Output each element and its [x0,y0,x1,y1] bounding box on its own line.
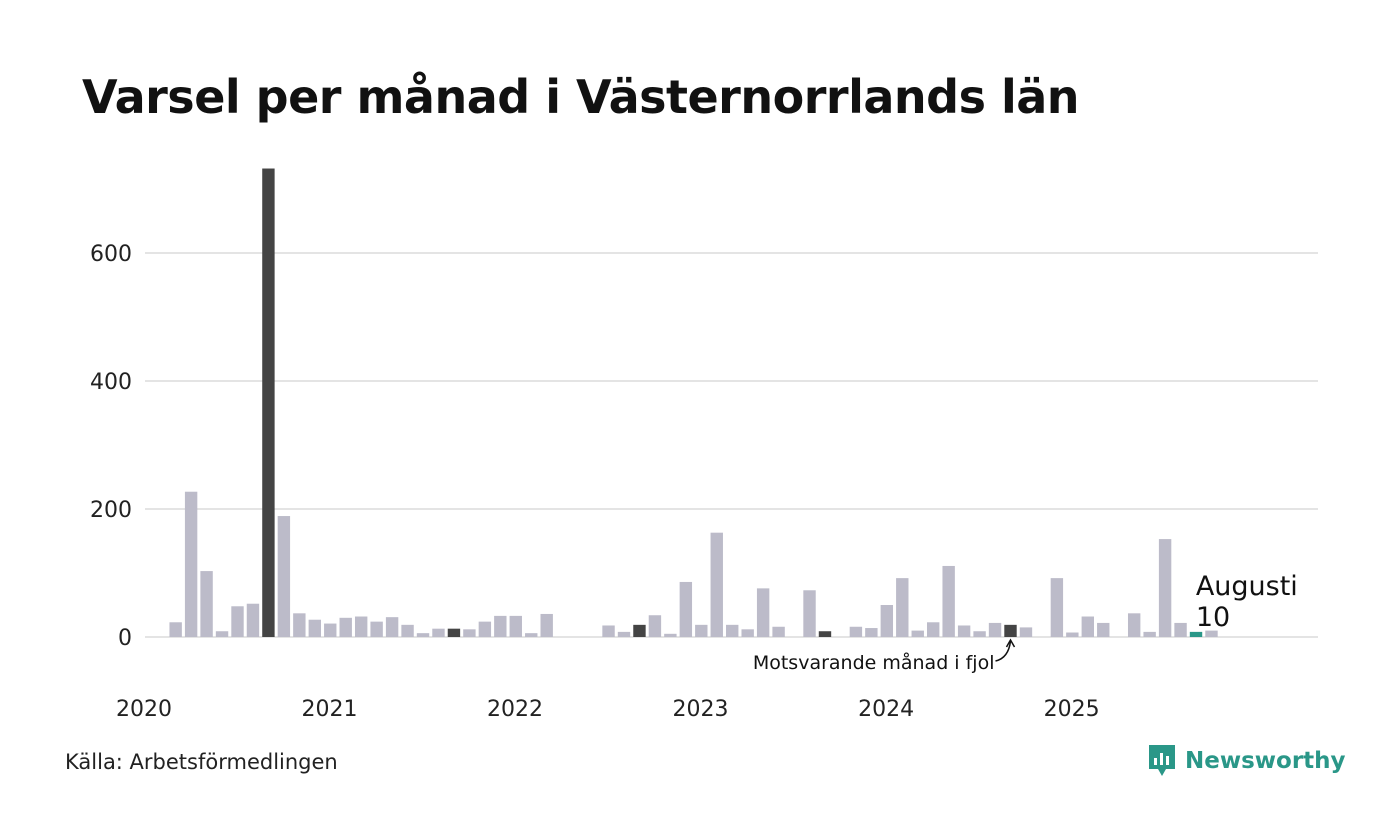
newsworthy-logo-icon [1149,745,1175,776]
bar [169,622,182,637]
bar [354,616,368,637]
bar [277,516,291,637]
bar [184,491,198,637]
y-tick-label: 600 [90,242,132,267]
x-tick-label: 2021 [302,697,358,722]
bar [633,624,646,637]
bar [726,624,739,637]
bar [540,613,553,637]
bar [1019,627,1033,637]
bar [293,613,306,637]
bar [1189,631,1203,637]
bar [308,619,321,637]
bar [602,625,615,637]
bar [896,578,909,637]
bar [865,628,878,637]
bar [200,571,213,637]
y-tick-label: 200 [90,498,132,523]
bar [772,626,785,637]
current-month-label: Augusti [1196,571,1298,602]
x-tick-label: 2020 [116,697,172,722]
previous-year-label: Motsvarande månad i fjol [753,651,995,674]
bar [370,621,383,637]
bar [911,630,924,637]
y-tick-label: 0 [118,626,132,651]
bar [648,615,662,637]
bar [494,615,507,637]
bar [339,617,352,637]
bar [1004,624,1017,637]
x-tick-label: 2024 [858,697,914,722]
bar [463,629,476,637]
chart-title: Varsel per månad i Västernorrlands län [82,70,1080,124]
bar [942,565,955,637]
brand-logo: Newsworthy [1147,743,1346,779]
brand-name: Newsworthy [1185,748,1346,774]
bar [416,633,430,637]
bar [231,606,244,637]
source-note: Källa: Arbetsförmedlingen [65,750,338,774]
bar [710,532,723,637]
bar [988,622,1002,637]
bar [1174,622,1187,637]
bar [1143,631,1156,637]
bar [1158,539,1172,637]
bar [432,628,445,637]
bar [262,168,275,637]
bar [1081,616,1094,637]
bars [169,168,1218,637]
x-tick-label: 2022 [487,697,543,722]
bar [973,631,986,637]
bar [664,633,677,637]
bar [478,621,492,637]
bar [1050,578,1064,637]
bar [756,588,770,637]
bar [1127,613,1141,637]
bar [617,631,631,637]
bar [957,625,971,637]
bar [324,623,337,637]
bar [1066,632,1079,637]
bar-chart: 0 200 400 600 2020 2021 2022 2023 2024 2025 Augu… [90,168,1318,722]
annotation-arrow [995,640,1012,662]
bar [679,581,693,637]
y-tick-label: 400 [90,370,132,395]
bar [880,605,894,637]
bar [401,624,414,637]
bar [1097,622,1110,637]
bar [385,617,399,637]
bar [246,603,260,637]
x-axis-ticks: 2020 2021 2022 2023 2024 2025 [116,697,1100,722]
y-axis-ticks: 0 200 400 600 [90,242,132,651]
gridlines [145,252,1318,638]
bar [509,615,522,637]
annotation-arrowhead [1005,638,1016,648]
x-tick-label: 2023 [673,697,729,722]
bar [525,633,538,637]
bar [803,590,816,637]
current-value-label: 10 [1196,602,1230,633]
bar [849,626,863,637]
bar [818,631,832,637]
x-tick-label: 2025 [1044,697,1100,722]
bar [741,629,754,637]
bar [215,631,229,637]
bar [927,622,940,637]
bar [695,624,708,637]
bar [447,628,461,637]
bar [1205,630,1218,637]
